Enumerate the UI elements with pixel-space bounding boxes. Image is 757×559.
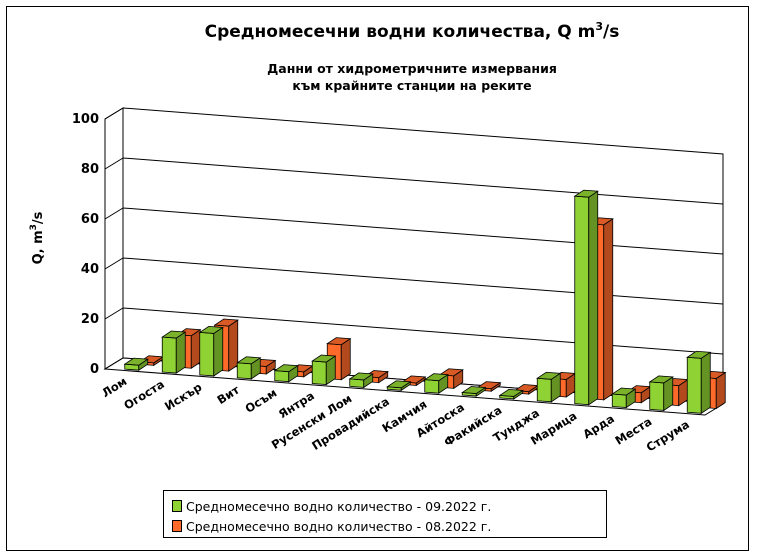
bar-front [199, 331, 215, 377]
bar-top [236, 356, 262, 365]
chart-walls [103, 107, 725, 416]
x-category-label: Вит [214, 382, 242, 406]
bar-sep-2 [198, 325, 224, 377]
bar-front [274, 370, 290, 383]
bar-front [686, 356, 702, 414]
bar-sep-12 [573, 189, 599, 406]
bar-sep-3 [236, 356, 262, 380]
bar-top [476, 381, 502, 390]
bar-top [326, 337, 352, 346]
bar-top [438, 368, 464, 377]
bar-top [198, 325, 224, 334]
bar-sep-8 [423, 373, 449, 394]
gridline [122, 257, 724, 305]
bar-top [213, 318, 239, 327]
legend-swatch-series-2 [172, 520, 182, 532]
side-wall [104, 107, 124, 370]
bar-top [461, 386, 487, 394]
chart-subtitle-line2: към крайните станции на реките [292, 78, 531, 93]
bar-top [536, 371, 562, 380]
bar-sep-9 [461, 386, 487, 397]
bar-front [424, 379, 440, 394]
y-axis-ticks: 0 20 40 60 80 100 [72, 112, 99, 377]
bar-top [161, 330, 187, 339]
y-tick-label: 60 [81, 212, 99, 227]
y-tick-label: 20 [81, 312, 99, 327]
x-category-label: Искър [162, 380, 204, 414]
bar-top [498, 388, 524, 397]
bar-sep-4 [273, 364, 299, 383]
bar-sep-5 [311, 354, 337, 386]
bar-sep-6 [348, 372, 374, 389]
bar-sep-7 [386, 380, 412, 392]
x-category-label: Лом [99, 374, 129, 400]
bar-sep-11 [536, 371, 562, 403]
bar-side [340, 337, 351, 381]
bars-group [123, 189, 727, 415]
bar-front [236, 362, 252, 380]
bar-front [611, 393, 627, 409]
x-category-label: Огоста [121, 377, 167, 413]
gridline [122, 157, 724, 205]
bar-top [423, 373, 449, 382]
bar-top [401, 375, 427, 384]
legend-item-series-2: Средномесечно водно количество - 08.2022… [172, 518, 491, 534]
gridline [122, 307, 724, 355]
bar-sep-15 [686, 350, 712, 415]
bar-side [190, 328, 201, 369]
bar-top [123, 357, 149, 366]
chart-subtitle-line1: Данни от хидрометричните измервания [267, 61, 557, 76]
bar-top [686, 350, 712, 359]
bar-front [536, 377, 552, 403]
side-gridline [104, 157, 124, 170]
chart-title: Средномесечни водни количества, Q m3/s [205, 20, 620, 42]
legend-swatch-series-1 [172, 500, 182, 512]
bar-front [161, 336, 177, 374]
bar-front [649, 381, 665, 411]
bar-top [573, 189, 599, 198]
bar-top [648, 375, 674, 384]
x-category-label: Арда [580, 411, 616, 441]
legend: Средномесечно водно количество - 09.2022… [163, 490, 607, 538]
bar-side [228, 319, 239, 372]
bar-side [175, 331, 186, 374]
bar-front [311, 360, 327, 386]
bar-side [603, 218, 614, 401]
y-tick-label: 100 [72, 112, 99, 127]
y-tick-label: 40 [81, 262, 99, 277]
y-tick-label: 80 [81, 162, 99, 177]
gridline [122, 207, 724, 255]
bar-sep-0 [123, 357, 149, 371]
bar-top [273, 364, 299, 373]
x-category-label: Осъм [243, 386, 280, 416]
bar-top [611, 387, 637, 396]
bar-sep-1 [161, 330, 187, 374]
legend-item-series-1: Средномесечно водно количество - 09.2022… [172, 498, 491, 514]
bar-sep-13 [611, 387, 637, 409]
legend-label-series-1: Средномесечно водно количество - 09.2022… [186, 498, 492, 514]
bar-sep-14 [648, 375, 674, 412]
side-gridline [104, 207, 124, 220]
bar-front [574, 195, 590, 406]
side-gridline [104, 257, 124, 270]
legend-label-series-2: Средномесечно водно количество - 08.2022… [186, 518, 492, 534]
bar-top [311, 354, 337, 363]
bar-side [700, 351, 711, 415]
bar-side [213, 326, 224, 377]
side-gridline [104, 307, 124, 320]
bar-side [588, 190, 599, 406]
y-axis-label: Q, m3/s [29, 211, 46, 264]
y-tick-label: 0 [90, 362, 99, 377]
bar-top [348, 372, 374, 381]
bar-top [386, 380, 412, 389]
side-gridline [104, 107, 124, 120]
side-gridline [104, 357, 124, 370]
bar-sep-10 [498, 388, 524, 400]
